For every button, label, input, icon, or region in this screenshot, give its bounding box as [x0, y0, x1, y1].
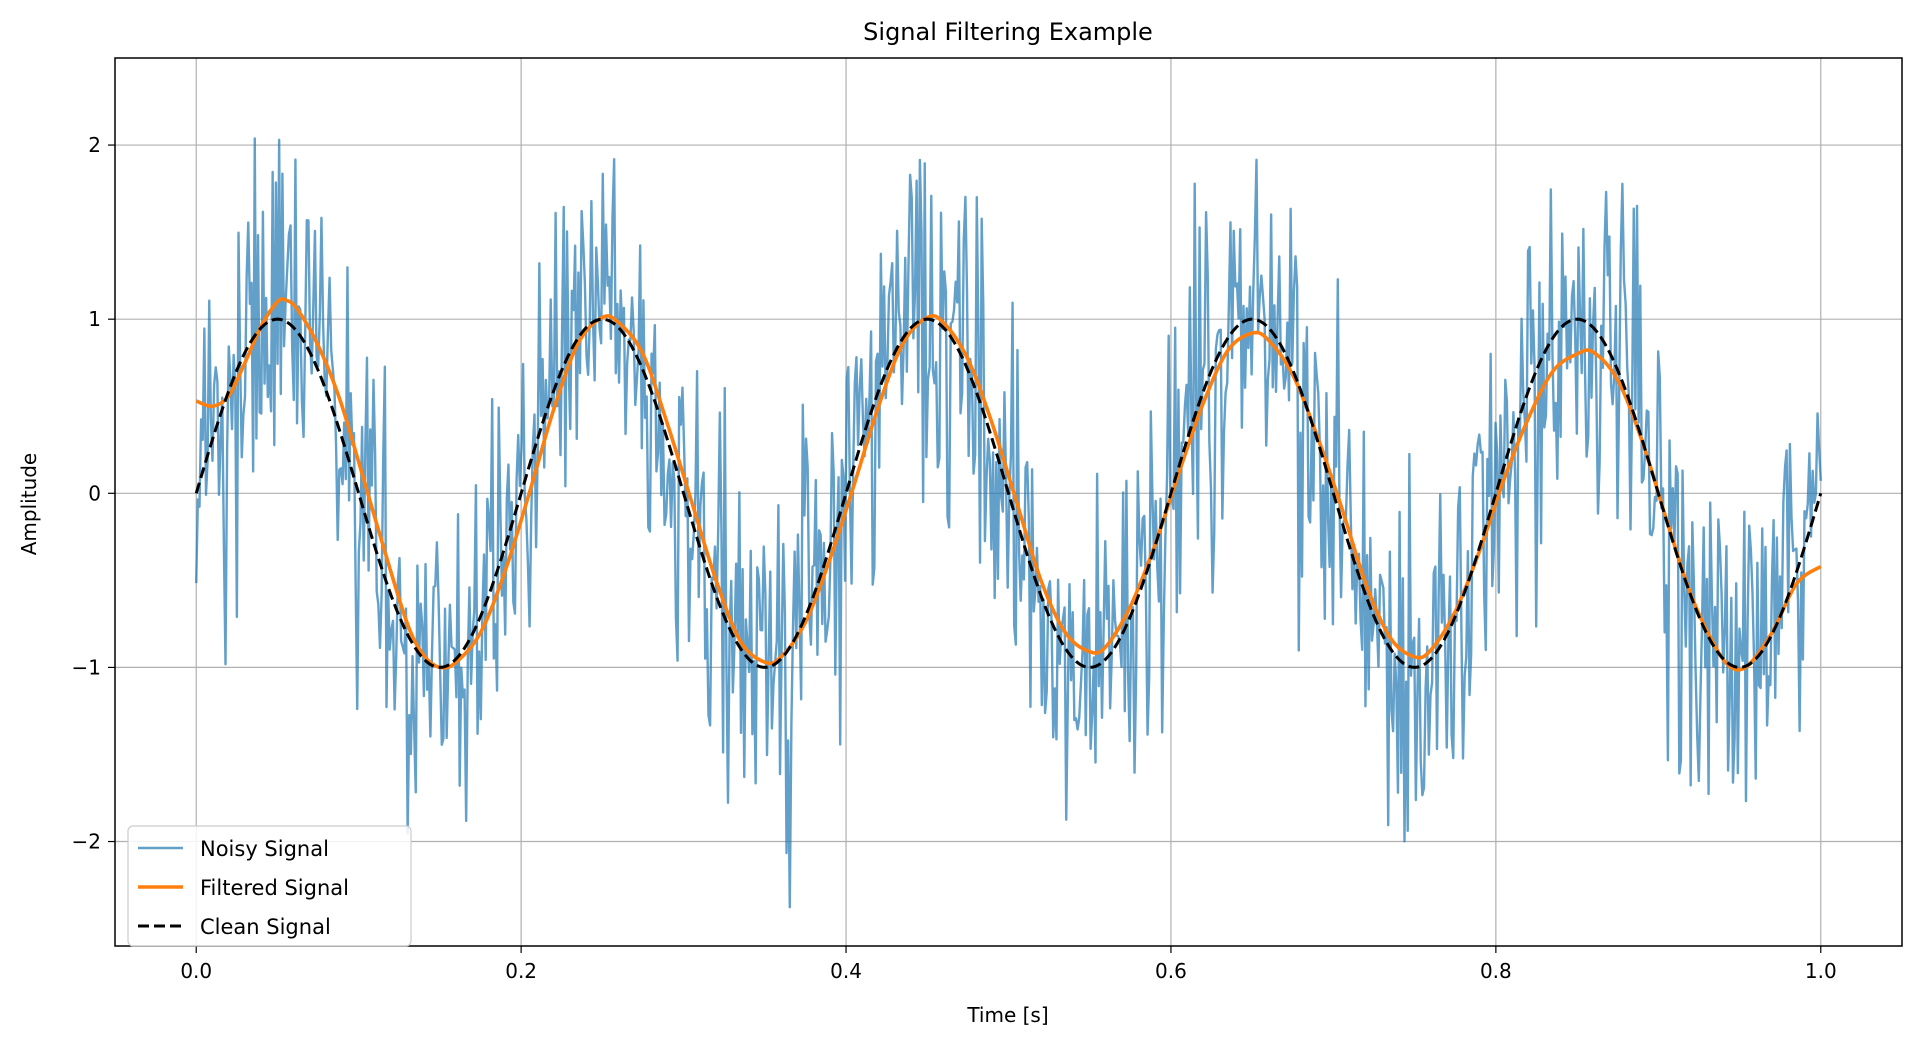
x-tick-label: 0.6 — [1155, 959, 1187, 983]
legend-clean-label: Clean Signal — [200, 915, 331, 939]
series-layer — [194, 137, 1823, 909]
clean-signal-line — [194, 317, 1823, 669]
chart-title: Signal Filtering Example — [863, 18, 1153, 46]
y-tick-label: −2 — [72, 830, 101, 854]
legend-noisy-label: Noisy Signal — [200, 837, 329, 861]
legend-box — [127, 825, 412, 947]
y-tick-label: 2 — [88, 133, 101, 157]
y-axis-label: Amplitude — [17, 453, 41, 556]
x-tick-label: 0.8 — [1480, 959, 1512, 983]
x-tick-label: 0.0 — [180, 959, 212, 983]
y-tick-label: 0 — [88, 481, 101, 505]
noisy-signal-line — [195, 137, 1822, 909]
plot-frame — [114, 57, 1903, 947]
tick-marks: 0.0 0.2 0.4 0.6 0.8 1.0 −2 −1 0 1 2 — [72, 133, 1837, 983]
legend-filtered-label: Filtered Signal — [200, 876, 349, 900]
legend: Noisy Signal Filtered Signal Clean Signal — [127, 825, 412, 947]
axes-frame — [114, 57, 1903, 947]
x-tick-label: 1.0 — [1805, 959, 1837, 983]
y-tick-label: 1 — [88, 307, 101, 331]
y-tick-label: −1 — [72, 655, 101, 679]
x-tick-label: 0.4 — [830, 959, 862, 983]
x-tick-label: 0.2 — [505, 959, 537, 983]
filtered-signal-line — [195, 297, 1822, 672]
x-axis-label: Time [s] — [966, 1003, 1048, 1027]
